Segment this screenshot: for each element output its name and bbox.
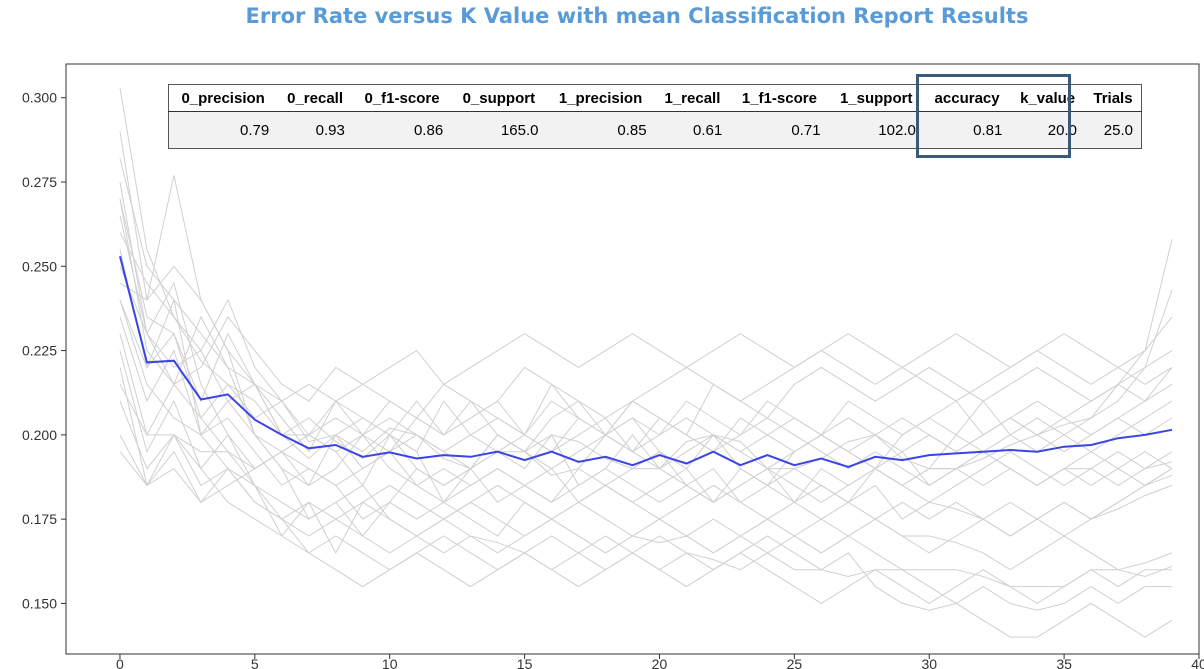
trial-series-line [119,198,1173,503]
trial-lines-group [119,87,1173,638]
mean-series-line [119,255,1173,468]
y-tick-label: 0.150 [22,595,57,611]
x-axis: 0 5 10 15 20 25 30 35 40 [116,654,1204,669]
x-tick-label: 0 [116,656,124,669]
x-tick-label: 10 [382,656,398,669]
trial-series-line [119,158,1173,453]
trial-series-line [119,131,1173,504]
trial-series-line [119,232,1173,402]
trial-series-line [119,367,1172,611]
report-value-cell: 0.86 [352,111,452,149]
x-tick-label: 20 [652,656,668,669]
trial-series-line [119,433,1172,604]
report-value-cell: 102.0 [828,111,924,149]
y-tick-label: 0.225 [22,343,57,359]
trial-series-line [119,181,1173,588]
x-tick-label: 40 [1191,656,1204,669]
plot-area-frame [65,63,1200,655]
report-header-cell: k_value [1010,84,1085,112]
report-header-cell: 0_support [451,84,547,112]
trial-series-line [119,316,1173,503]
report-value-cell: 0.93 [277,111,353,149]
report-header-cell: 1_precision [546,84,655,112]
report-header-row: 0_precision 0_recall 0_f1-score 0_support 1_… [168,84,1142,112]
y-tick-label: 0.200 [22,427,57,443]
mean-line-group [119,255,1173,468]
x-tick-label: 15 [517,656,533,669]
report-header-cell: 1_f1-score [730,84,829,112]
report-value-cell: 25.0 [1084,111,1142,149]
trial-series-line [119,384,1173,486]
y-axis: 0.150 0.175 0.200 0.225 0.250 0.275 0.300 [22,90,66,611]
y-tick-label: 0.275 [22,174,57,190]
report-value-cell: 0.61 [654,111,731,149]
report-header-cell: accuracy [923,84,1011,112]
report-header-cell: 0_f1-score [352,84,452,112]
x-tick-label: 30 [921,656,937,669]
trial-series-line [119,299,1173,554]
trial-series-line [119,266,1173,503]
report-header-cell: Trials [1084,84,1142,112]
x-tick-label: 5 [251,656,259,669]
trial-series-line [119,265,1173,537]
trial-series-line [119,400,1173,537]
report-header-cell: 0_precision [168,84,278,112]
y-tick-label: 0.175 [22,511,57,527]
report-header-cell: 1_support [828,84,924,112]
trial-series-line [119,316,1173,520]
chart-title: Error Rate versus K Value with mean Clas… [245,4,1029,28]
report-value-cell: 0.81 [923,111,1011,149]
classification-report-table: 0_precision 0_recall 0_f1-score 0_support 1_… [168,84,1142,149]
report-value-cell: 20.0 [1010,111,1085,149]
y-tick-label: 0.300 [22,90,57,106]
report-value-cell: 0.79 [168,111,278,149]
report-header-cell: 1_recall [654,84,731,112]
report-value-cell: 165.0 [451,111,547,149]
report-value-cell: 0.85 [546,111,655,149]
trial-series-line [119,198,1173,486]
y-tick-label: 0.250 [22,258,57,274]
x-tick-label: 35 [1056,656,1072,669]
trial-series-line [119,249,1173,453]
report-header-cell: 0_recall [277,84,353,112]
report-value-cell: 0.71 [730,111,829,149]
x-tick-label: 25 [787,656,803,669]
report-values-row: 0.79 0.93 0.86 165.0 0.85 0.61 0.71 102.0 0.81 20… [168,111,1142,149]
